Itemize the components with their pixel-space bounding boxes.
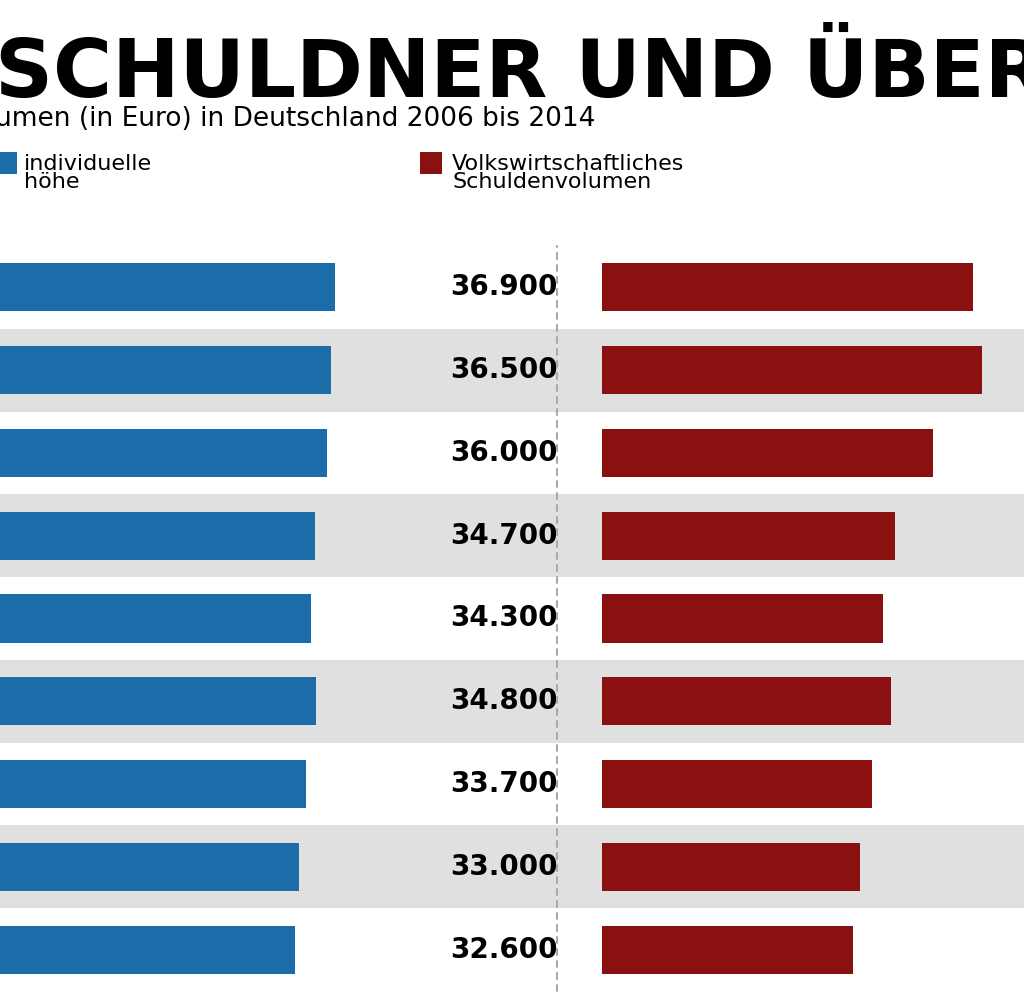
Text: 34.800: 34.800 — [450, 688, 557, 716]
Bar — [0, 843, 299, 891]
Bar — [0, 263, 335, 311]
Bar — [0, 595, 311, 643]
Bar — [602, 512, 895, 560]
Bar — [0, 926, 295, 974]
Bar — [0, 826, 1024, 908]
Bar — [602, 843, 860, 891]
Text: höhe: höhe — [24, 172, 80, 192]
Bar — [0, 411, 1024, 494]
Bar — [602, 429, 933, 476]
Bar — [0, 346, 332, 394]
Bar — [0, 246, 1024, 328]
Bar — [602, 346, 982, 394]
Text: 36.900: 36.900 — [450, 273, 557, 301]
Bar — [0, 678, 315, 726]
Bar — [0, 743, 1024, 826]
Bar — [0, 328, 1024, 411]
Text: umen (in Euro) in Deutschland 2006 bis 2014: umen (in Euro) in Deutschland 2006 bis 2… — [0, 106, 595, 132]
Bar — [602, 678, 891, 726]
Text: 32.600: 32.600 — [450, 936, 557, 964]
Text: Volkswirtschaftliches: Volkswirtschaftliches — [452, 154, 684, 174]
Bar — [420, 152, 442, 174]
Text: 36.500: 36.500 — [450, 356, 558, 384]
Bar — [602, 595, 883, 643]
Bar — [0, 512, 314, 560]
Bar — [0, 494, 1024, 578]
Text: 33.700: 33.700 — [450, 770, 557, 798]
Bar — [0, 578, 1024, 660]
Text: SCHULDNER UND ÜBERSCHULDETE IN DEUT: SCHULDNER UND ÜBERSCHULDETE IN DEUT — [0, 36, 1024, 114]
Text: individuelle: individuelle — [24, 154, 153, 174]
Bar — [602, 263, 973, 311]
Text: 33.000: 33.000 — [450, 853, 557, 881]
Bar — [602, 760, 871, 808]
Text: Schuldenvolumen: Schuldenvolumen — [452, 172, 651, 192]
Text: 34.700: 34.700 — [450, 522, 557, 550]
Bar — [0, 760, 305, 808]
Text: 34.300: 34.300 — [450, 605, 557, 633]
Bar — [0, 429, 327, 476]
Bar — [0, 908, 1024, 991]
Bar — [0, 660, 1024, 743]
Bar — [0, 152, 17, 174]
Text: 36.000: 36.000 — [450, 439, 557, 466]
Bar — [602, 926, 853, 974]
